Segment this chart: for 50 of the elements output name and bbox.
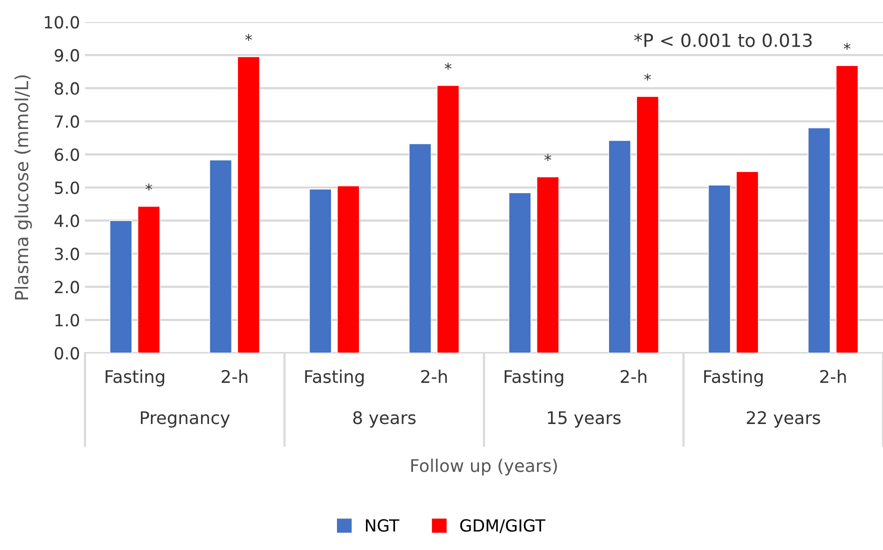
legend-label: NGT xyxy=(366,519,400,532)
y-tick-label: 6.0 xyxy=(54,148,80,161)
x-axis-title: Follow up (years) xyxy=(411,458,557,476)
x-tick-label: Fasting xyxy=(305,370,364,386)
text: 8 years xyxy=(353,411,416,428)
data-label: * xyxy=(245,34,252,41)
y-tick-label: 7.0 xyxy=(55,115,80,128)
bar xyxy=(608,140,631,353)
text: 15 years xyxy=(548,411,621,428)
bar xyxy=(209,160,232,353)
x-tick-label: Fasting xyxy=(106,370,164,386)
bar xyxy=(436,85,460,353)
y-tick-label: 1.0 xyxy=(55,314,80,326)
y-tick-label: 9.0 xyxy=(54,49,80,62)
y-tick-label: 2.0 xyxy=(54,280,80,294)
text: Pregnancy xyxy=(140,411,230,428)
y-tick-label: 8.0 xyxy=(54,82,80,95)
y-tick-label: 3.0 xyxy=(54,248,80,260)
bar xyxy=(337,185,360,353)
y-tick-label: 0.0 xyxy=(54,346,80,360)
bar xyxy=(708,184,731,353)
bar xyxy=(309,188,332,353)
text: 22 years xyxy=(746,411,820,428)
y-tick-label: 5.0 xyxy=(54,181,80,194)
data-label: * xyxy=(444,62,452,70)
y-tick-label: 10.0 xyxy=(44,16,80,29)
bar xyxy=(536,176,560,353)
bar xyxy=(636,96,659,353)
x-tick-label: 2-h xyxy=(421,370,447,383)
data-label: * xyxy=(544,154,552,162)
bar xyxy=(138,206,160,353)
bar xyxy=(237,56,260,353)
data-label: * xyxy=(644,74,651,81)
legend-label: GDM/GIGT xyxy=(460,519,546,534)
y-axis-title: Plasma glucose (mmol/L) xyxy=(14,75,32,300)
x-tick-label: 2-h xyxy=(222,370,248,383)
x-tick-label: Fasting xyxy=(704,370,763,386)
bar xyxy=(110,220,132,353)
bar xyxy=(736,171,759,353)
x-tick-label: 2-h xyxy=(820,370,846,383)
x-tick-label: Fasting xyxy=(504,370,564,386)
bar xyxy=(808,128,830,353)
data-label: * xyxy=(145,184,152,190)
annotation: *P < 0.001 to 0.013 xyxy=(634,33,812,48)
x-tick-label: 2-h xyxy=(620,370,646,383)
y-tick-label: 4.0 xyxy=(54,214,80,228)
bar xyxy=(408,143,432,353)
data-label: * xyxy=(844,42,850,50)
bar xyxy=(508,192,532,353)
bar xyxy=(836,65,858,353)
